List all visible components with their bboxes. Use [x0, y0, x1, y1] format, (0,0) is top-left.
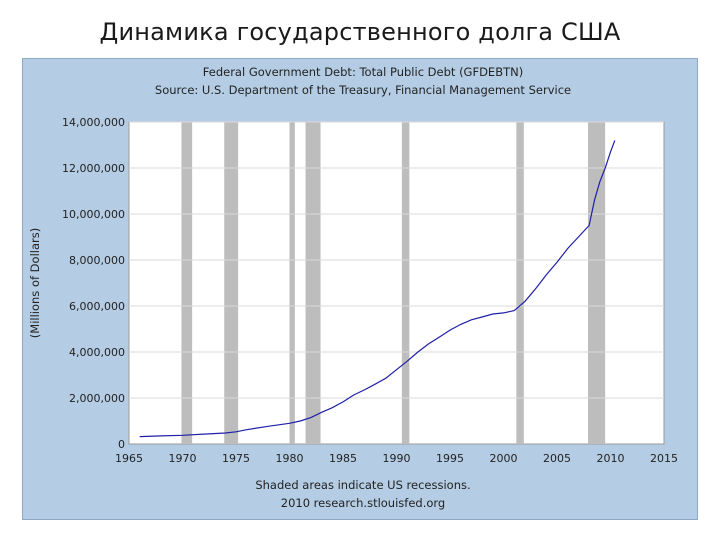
footnote-source: 2010 research.stlouisfed.org — [281, 496, 445, 510]
y-tick-label-3: 6,000,000 — [69, 300, 125, 313]
x-tick-label-2: 1975 — [222, 452, 250, 465]
x-tick-label-0: 1965 — [115, 452, 143, 465]
y-tick-label-6: 12,000,000 — [62, 162, 125, 175]
x-tick-label-8: 2005 — [543, 452, 571, 465]
x-tick-label-1: 1970 — [169, 452, 197, 465]
recession-band-5 — [516, 122, 524, 444]
series-line-0 — [139, 140, 616, 438]
y-tick-label-2: 4,000,000 — [69, 346, 125, 359]
chart-panel: Federal Government Debt: Total Public De… — [22, 58, 698, 520]
footnote-recessions: Shaded areas indicate US recessions. — [255, 478, 470, 492]
y-tick-label-1: 2,000,000 — [69, 392, 125, 405]
x-tick-label-3: 1980 — [276, 452, 304, 465]
y-tick-labels: 0 2,000,000 4,000,000 6,000,000 8,000,000 10,… — [62, 116, 125, 451]
y-tick-label-0: 0 — [118, 438, 125, 451]
chart-subtitle: Source: U.S. Department of the Treasury,… — [155, 83, 571, 97]
x-tick-label-10: 2015 — [650, 452, 678, 465]
y-tick-label-5: 10,000,000 — [62, 208, 125, 221]
x-tick-label-6: 1995 — [436, 452, 464, 465]
x-tick-labels: 1965 1970 1975 1980 1985 1990 1995 2000 2005 2010… — [115, 452, 678, 465]
recession-bands — [181, 122, 606, 444]
slide-title: Динамика государственного долга США — [99, 18, 621, 46]
recession-band-2 — [289, 122, 295, 444]
y-tick-label-7: 14,000,000 — [62, 116, 125, 129]
recession-band-6 — [588, 122, 606, 444]
chart-title: Federal Government Debt: Total Public De… — [203, 65, 523, 79]
x-tick-label-4: 1985 — [329, 452, 357, 465]
y-axis-label: (Millions of Dollars) — [28, 228, 42, 338]
recession-band-0 — [181, 122, 193, 444]
y-tick-label-4: 8,000,000 — [69, 254, 125, 267]
recession-band-3 — [305, 122, 321, 444]
recession-band-1 — [224, 122, 239, 444]
debt-chart: Federal Government Debt: Total Public De… — [28, 65, 678, 510]
series-layer — [139, 140, 616, 438]
grid-lines — [129, 121, 664, 399]
x-tick-label-5: 1990 — [383, 452, 411, 465]
x-tick-label-7: 2000 — [490, 452, 518, 465]
x-tick-label-9: 2010 — [597, 452, 625, 465]
plot-area — [128, 121, 665, 445]
recession-band-4 — [401, 122, 410, 444]
